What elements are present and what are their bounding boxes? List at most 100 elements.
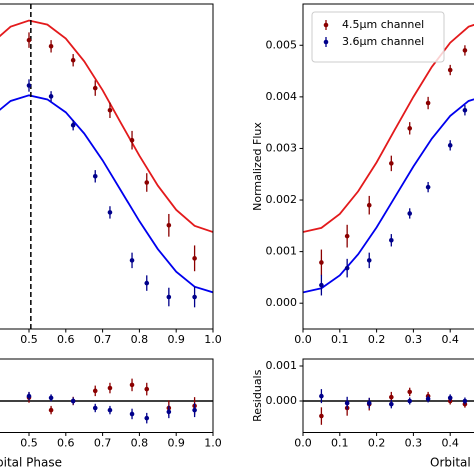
- data-point: [26, 83, 32, 88]
- data-point: [366, 258, 372, 263]
- model-curve: [303, 98, 474, 294]
- x-tick-label: 0.7: [94, 437, 112, 450]
- plot-area: [303, 387, 474, 425]
- axes-frame: [302, 3, 474, 330]
- data-point: [129, 258, 135, 263]
- y-tick-label: 0.005: [266, 38, 298, 51]
- data-point: [389, 161, 394, 166]
- data-point: [92, 388, 98, 394]
- axes-frame: [302, 358, 474, 433]
- x-tick-label: 0.8: [131, 333, 149, 346]
- data-point: [319, 260, 324, 265]
- x-tick-label: 0.0: [294, 333, 312, 346]
- legend-marker: [323, 39, 329, 45]
- data-point: [92, 85, 98, 91]
- x-tick-label: 0.6: [57, 437, 75, 450]
- plot-area: [303, 23, 474, 296]
- legend-label: 3.6μm channel: [342, 35, 424, 48]
- x-tick-label: 0.6: [57, 333, 75, 346]
- data-point: [107, 107, 113, 113]
- data-point: [319, 393, 324, 399]
- x-tick-label: 0.1: [331, 437, 349, 450]
- model-curve: [0, 94, 214, 294]
- data-point: [389, 237, 394, 243]
- data-point: [366, 202, 372, 208]
- data-point: [107, 210, 113, 215]
- data-point: [107, 407, 113, 413]
- data-point: [166, 223, 172, 228]
- data-point: [26, 393, 32, 399]
- data-point: [389, 401, 394, 407]
- legend-box: [311, 11, 445, 63]
- data-point: [462, 48, 468, 53]
- y-tick-label: 0.001: [266, 245, 298, 258]
- data-point: [26, 37, 32, 43]
- data-point: [344, 400, 350, 406]
- plot-area: [0, 4, 214, 329]
- data-point: [425, 184, 431, 190]
- data-point: [92, 405, 98, 411]
- x-tick-label: 0.9: [167, 437, 185, 450]
- data-point: [389, 394, 394, 400]
- x-tick-label: 0.0: [294, 437, 312, 450]
- x-tick-label: 0.9: [167, 333, 185, 346]
- data-point: [70, 398, 76, 404]
- x-tick-label: 0.5: [20, 333, 38, 346]
- data-point: [166, 294, 172, 300]
- data-point: [129, 137, 135, 143]
- data-point: [425, 100, 431, 106]
- x-tick-label: 0.3: [405, 333, 423, 346]
- data-point: [319, 413, 324, 419]
- plot-area: [0, 378, 213, 424]
- data-point: [447, 395, 453, 401]
- data-point: [192, 407, 197, 413]
- data-point: [48, 395, 54, 401]
- y-tick-label: 0.003: [266, 141, 298, 154]
- model-curve: [303, 23, 474, 233]
- x-tick-label: 1.0: [204, 437, 222, 450]
- y-axis-label: Residuals: [251, 369, 264, 421]
- data-point: [129, 382, 135, 388]
- legend-marker: [323, 22, 329, 28]
- x-tick-label: 0.2: [368, 437, 386, 450]
- y-tick-label: 0.004: [266, 90, 298, 103]
- data-point: [166, 409, 172, 415]
- legend-label: 4.5μm channel: [342, 18, 424, 31]
- data-point: [447, 67, 453, 73]
- data-point: [407, 398, 413, 404]
- y-tick-label: 0.000: [266, 394, 298, 407]
- model-curve: [0, 19, 214, 233]
- data-point: [70, 57, 76, 63]
- data-point: [425, 396, 431, 402]
- data-point: [144, 415, 150, 421]
- data-point: [92, 174, 98, 179]
- data-point: [107, 385, 113, 391]
- x-tick-label: 0.3: [405, 437, 423, 450]
- x-axis-label: Orbital Phase: [430, 456, 474, 470]
- x-tick-label: 0.5: [20, 437, 38, 450]
- data-point: [407, 389, 413, 395]
- data-point: [447, 143, 453, 148]
- data-point: [344, 233, 350, 239]
- y-tick-label: 0.001: [266, 359, 298, 372]
- data-point: [407, 126, 413, 131]
- data-point: [129, 411, 135, 417]
- data-point: [48, 44, 54, 49]
- data-point: [366, 400, 372, 406]
- x-tick-label: 0.4: [441, 437, 459, 450]
- y-tick-label: 0.002: [266, 193, 298, 206]
- data-point: [192, 256, 197, 261]
- data-point: [407, 211, 413, 216]
- x-tick-label: 0.7: [94, 333, 112, 346]
- data-point: [319, 282, 324, 288]
- data-point: [70, 122, 76, 128]
- data-point: [462, 398, 468, 404]
- data-point: [144, 180, 150, 185]
- data-point: [192, 294, 197, 300]
- x-tick-label: 0.4: [441, 333, 459, 346]
- y-tick-label: 0.000: [266, 296, 298, 309]
- y-axis-label: Normalized Flux: [251, 122, 264, 211]
- x-tick-label: 0.2: [368, 333, 386, 346]
- axes-frame: [0, 358, 214, 433]
